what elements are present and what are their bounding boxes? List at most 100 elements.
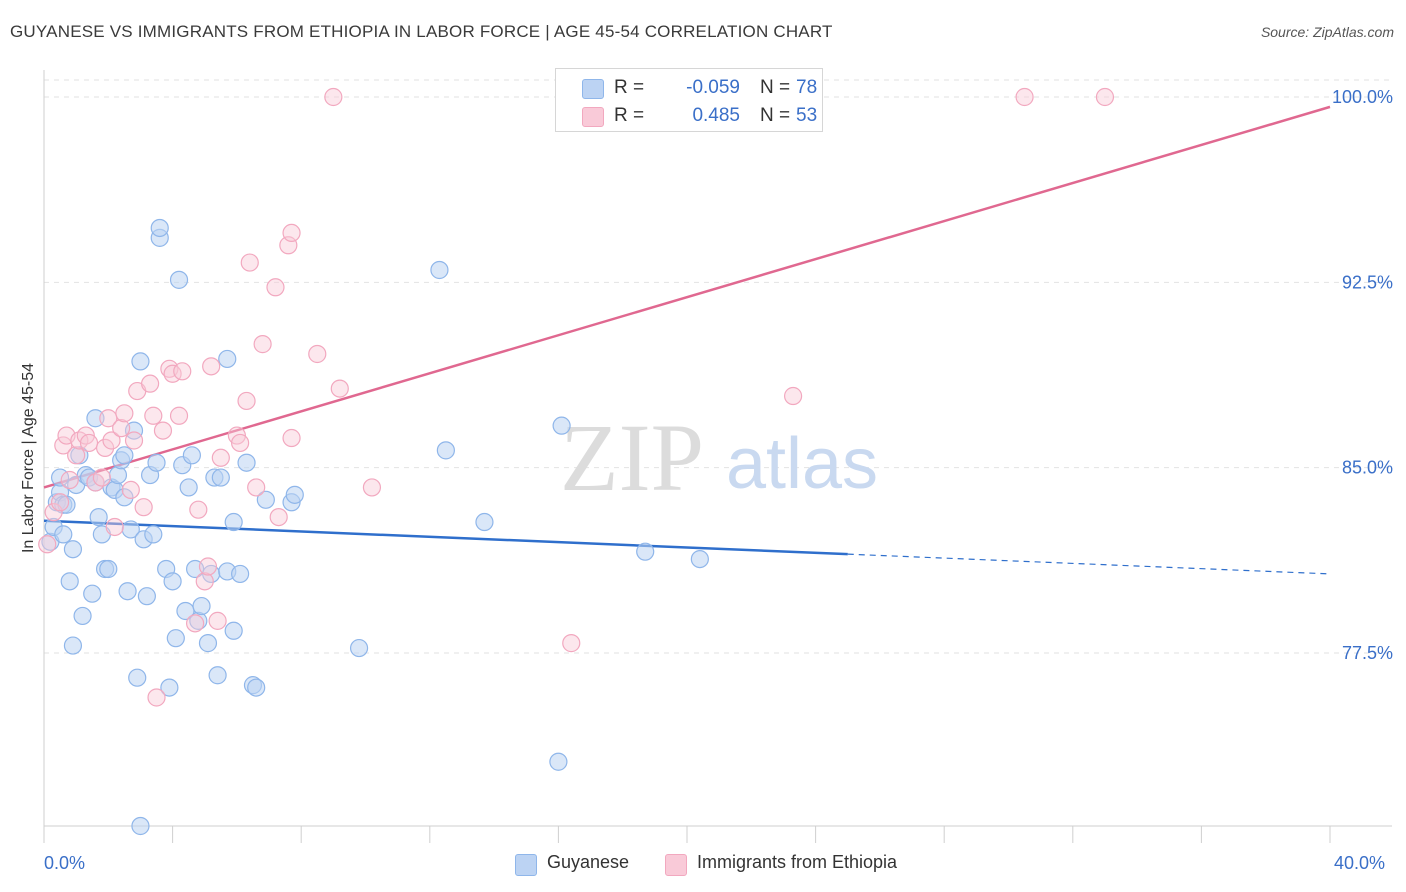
ethiopia-point bbox=[266, 278, 285, 297]
guyanese-point bbox=[198, 634, 218, 653]
guyanese-point bbox=[144, 525, 163, 544]
guyanese-point bbox=[192, 596, 211, 616]
ethiopia-point bbox=[50, 493, 70, 512]
ethiopia-point bbox=[269, 507, 288, 527]
ethiopia-point bbox=[140, 374, 160, 393]
ethiopia-point bbox=[144, 406, 163, 425]
guyanese-point bbox=[256, 490, 275, 509]
guyanese-point bbox=[208, 666, 227, 685]
watermark: ZIP atlas bbox=[560, 404, 878, 511]
ethiopia-point bbox=[60, 470, 79, 490]
series-label-ethiopia: Immigrants from Ethiopia bbox=[697, 852, 898, 872]
guyanese-point bbox=[169, 270, 189, 289]
correlation-legend: R = -0.059 N = 78 R = 0.485 N = 53 bbox=[555, 68, 823, 132]
guyanese-point bbox=[552, 416, 571, 435]
ethiopia-point bbox=[102, 431, 121, 450]
ethiopia-point bbox=[195, 572, 214, 591]
legend-r-value: -0.059 bbox=[686, 77, 740, 98]
guyanese-point bbox=[115, 446, 134, 465]
guyanese-point bbox=[115, 488, 134, 507]
guyanese-point bbox=[224, 621, 243, 640]
ethiopia-point bbox=[783, 386, 803, 406]
guyanese-point bbox=[150, 218, 169, 238]
y-tick-label: 77.5% bbox=[1342, 643, 1393, 663]
guyanese-point bbox=[237, 453, 256, 472]
ethiopia-point bbox=[124, 431, 144, 450]
guyanese-point bbox=[131, 816, 150, 836]
guyanese-point bbox=[63, 636, 83, 655]
guyanese-point bbox=[690, 549, 709, 569]
guyanese-point bbox=[475, 512, 494, 532]
guyanese-point bbox=[211, 468, 230, 487]
guyanese-point bbox=[247, 678, 266, 697]
guyanese-trend-extension bbox=[847, 553, 1331, 575]
guyanese-point bbox=[231, 564, 250, 584]
guyanese-point bbox=[430, 260, 449, 280]
guyanese-point bbox=[73, 606, 92, 626]
ethiopia-point bbox=[240, 253, 259, 272]
guyanese-point bbox=[83, 584, 102, 603]
guyanese-point bbox=[166, 629, 185, 648]
ethiopia-point bbox=[38, 535, 57, 554]
y-tick-label: 100.0% bbox=[1332, 87, 1393, 107]
guyanese-point bbox=[285, 485, 304, 504]
ethiopia-point bbox=[324, 87, 343, 107]
guyanese-point bbox=[549, 752, 568, 771]
ethiopia-point bbox=[79, 433, 99, 453]
ethiopia-point bbox=[1015, 87, 1034, 107]
series-label-guyanese: Guyanese bbox=[547, 852, 630, 872]
ethiopia-point bbox=[92, 468, 111, 487]
guyanese-point bbox=[86, 409, 105, 428]
guyanese-point bbox=[128, 668, 147, 687]
guyanese-point bbox=[99, 559, 118, 579]
guyanese-point bbox=[137, 587, 156, 606]
ethiopia-point bbox=[282, 428, 301, 448]
source-label: Source: ZipAtlas.com bbox=[1260, 24, 1394, 40]
ethiopia-point bbox=[44, 503, 63, 522]
ethiopia-trend-line bbox=[43, 105, 1331, 489]
guyanese-point bbox=[636, 542, 655, 561]
ethiopia-point bbox=[186, 614, 205, 633]
y-tick-label: 85.0% bbox=[1342, 458, 1393, 478]
guyanese-point bbox=[54, 525, 73, 544]
ethiopia-point bbox=[253, 335, 272, 354]
ethiopia-point bbox=[211, 448, 230, 467]
ethiopia-point bbox=[362, 478, 382, 497]
legend-n-value: 53 bbox=[796, 105, 818, 126]
legend-n-label: N = bbox=[760, 105, 791, 126]
legend-swatch-guyanese bbox=[582, 79, 604, 99]
guyanese-point bbox=[349, 638, 369, 658]
guyanese-point bbox=[108, 465, 128, 485]
guyanese-point bbox=[160, 678, 179, 697]
ethiopia-point bbox=[169, 406, 189, 425]
ethiopia-point bbox=[208, 611, 227, 630]
ethiopia-point bbox=[237, 391, 256, 411]
ethiopia-point bbox=[330, 379, 349, 398]
guyanese-point bbox=[147, 453, 166, 472]
ethiopia-point bbox=[105, 517, 124, 537]
data-points bbox=[38, 87, 1115, 836]
ethiopia-point bbox=[67, 446, 86, 465]
ethiopia-point bbox=[231, 433, 250, 453]
ethiopia-point bbox=[282, 223, 301, 243]
ethiopia-point bbox=[562, 634, 581, 653]
ethiopia-point bbox=[134, 498, 153, 517]
legend-swatch-ethiopia bbox=[582, 107, 604, 127]
watermark-atlas: atlas bbox=[726, 424, 878, 504]
ethiopia-point bbox=[121, 480, 140, 500]
ethiopia-point bbox=[153, 421, 173, 440]
ethiopia-point bbox=[173, 362, 192, 381]
series-swatch-guyanese bbox=[515, 854, 537, 876]
y-tick-labels: 77.5% 85.0% 92.5% 100.0% bbox=[1332, 87, 1393, 663]
grid-lines bbox=[44, 79, 1392, 654]
guyanese-point bbox=[218, 349, 237, 369]
ethiopia-point bbox=[189, 500, 208, 519]
guyanese-point bbox=[60, 572, 79, 591]
guyanese-point bbox=[131, 352, 150, 371]
guyanese-point bbox=[224, 512, 243, 532]
guyanese-trend-line bbox=[43, 519, 848, 556]
legend-r-label: R = bbox=[614, 105, 645, 126]
guyanese-point bbox=[63, 540, 83, 559]
ethiopia-point bbox=[115, 404, 134, 423]
